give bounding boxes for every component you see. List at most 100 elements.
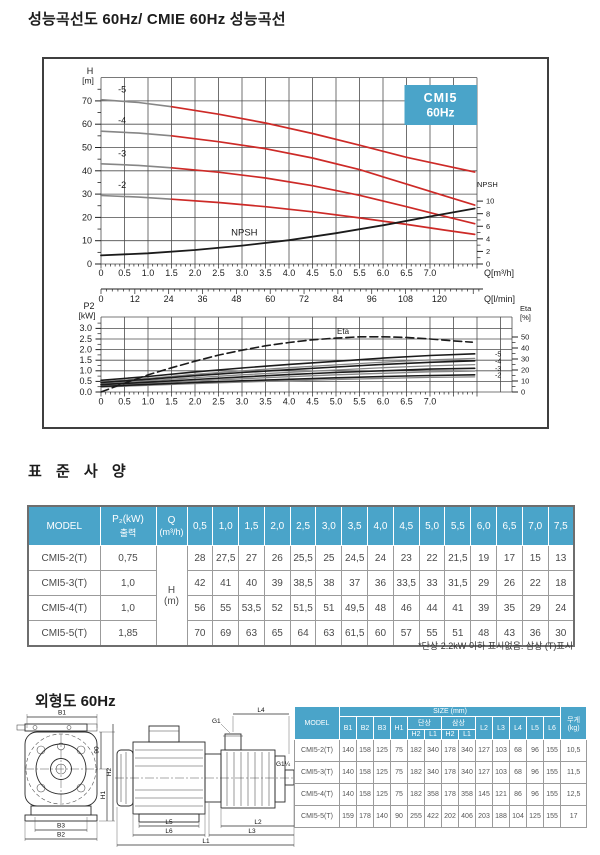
spec-cell-value: 29 xyxy=(521,595,549,621)
q-axis-tick-label: 7.0 xyxy=(424,268,437,278)
size-table-row: CMI5-2(T) 140 158 125 75 182 340 178 340 127 103 68… xyxy=(294,739,588,762)
size-subcol-h2: H2 xyxy=(407,729,425,740)
size-cell-value: 188 xyxy=(492,805,510,828)
p2-tick-label: 0.5 xyxy=(79,376,92,386)
size-col-l5: L5 xyxy=(526,716,544,740)
dim-label-l3: L3 xyxy=(248,828,256,835)
dim-label-b2: B2 xyxy=(57,832,65,839)
size-cell-value: 203 xyxy=(475,805,493,828)
spec-cell-value: 70 xyxy=(186,620,214,647)
size-cell-value: 182 xyxy=(407,739,425,762)
lmin-tick-label: 96 xyxy=(367,294,377,304)
spec-cell-value: 21,5 xyxy=(444,545,472,571)
size-cell-value: 125 xyxy=(373,761,391,784)
power-curve-label: -5 xyxy=(495,351,501,358)
spec-cell-value: 60 xyxy=(367,620,394,647)
pump-front-body xyxy=(16,723,98,822)
size-cell-value: 11,5 xyxy=(560,761,588,784)
head-curve--3 xyxy=(170,166,476,225)
dim-label-h2: H2 xyxy=(106,767,113,776)
size-cell-value: 182 xyxy=(407,761,425,784)
size-cell-value: 155 xyxy=(542,739,562,762)
stage-curve-label: -4 xyxy=(118,116,126,126)
size-subcol-l1: L1 xyxy=(424,729,442,740)
spec-col-flow: 5,5 xyxy=(444,505,472,546)
size-cell-value: 125 xyxy=(373,739,391,762)
npsh-tick-label: 6 xyxy=(486,222,490,231)
spec-tbody: CMI5-2(T) 0,75 H (m) 28 27,5 27 26 25,5 25 24,5 24 2… xyxy=(27,545,575,647)
size-cell-model: CMI5-5(T) xyxy=(294,805,340,828)
h-axis-tick-label: 30 xyxy=(82,189,92,199)
size-cell-value: 340 xyxy=(458,761,476,784)
npsh-tick-label: 2 xyxy=(486,247,490,256)
q2-axis-tick-label: 6.5 xyxy=(400,397,413,407)
lmin-tick-label: 60 xyxy=(265,294,275,304)
size-cell-value: 96 xyxy=(526,739,544,762)
spec-col-power-line1: P₂(kW) xyxy=(112,513,144,525)
size-cell-value: 75 xyxy=(390,761,408,784)
dim-label-b3: B3 xyxy=(57,823,65,830)
spec-cell-model: CMI5-5(T) xyxy=(27,620,101,647)
size-cell-value: 358 xyxy=(424,783,442,806)
spec-cell-value: 63 xyxy=(238,620,265,647)
spec-col-q: Q (m³/h) xyxy=(155,505,188,546)
spec-cell-value: 51,5 xyxy=(289,595,317,621)
q-axis-tick-label: 4.5 xyxy=(306,268,319,278)
power-curve--2 xyxy=(100,373,476,388)
stage-curve-label: -5 xyxy=(118,85,126,95)
outline-section-heading: 외형도 60Hz xyxy=(35,693,116,710)
spec-cell-value: 24,5 xyxy=(341,545,369,571)
q-axis-tick-label: 1.0 xyxy=(142,268,155,278)
spec-cell-value: 31,5 xyxy=(444,570,472,596)
size-cell-value: 422 xyxy=(424,805,442,828)
power-curve-gray--4 xyxy=(100,363,476,385)
npsh-curve xyxy=(100,207,476,257)
q2-axis-tick-label: 4.0 xyxy=(283,397,296,407)
q2-axis-tick-label: 1.5 xyxy=(165,397,178,407)
q-axis-tick-label: 0 xyxy=(98,268,103,278)
power-curve-gray--2 xyxy=(100,376,476,388)
size-cell-value: 17 xyxy=(560,805,588,828)
size-cell-model: CMI5-4(T) xyxy=(294,783,340,806)
spec-cell-value: 17 xyxy=(496,545,523,571)
size-cell-value: 12,5 xyxy=(560,783,588,806)
size-col-weight: 무게 (kg) xyxy=(560,706,588,740)
badge-freq-text: 60Hz xyxy=(426,106,454,120)
spec-col-flow: 5,0 xyxy=(418,505,446,546)
size-tbody: CMI5-2(T) 140 158 125 75 182 340 178 340 127 103 68… xyxy=(294,739,588,828)
spec-cell-value: 25 xyxy=(315,545,343,571)
spec-cell-value: 35 xyxy=(496,595,523,621)
spec-cell-value: 64 xyxy=(289,620,317,647)
spec-cell-value: 56 xyxy=(186,595,214,621)
size-cell-value: 140 xyxy=(373,805,391,828)
eta-curve xyxy=(100,335,474,393)
head-curve-gray--5 xyxy=(100,98,173,108)
spec-cell-power: 0,75 xyxy=(99,545,157,571)
q2-axis-tick-label: 7.0 xyxy=(424,397,437,407)
spec-col-flow: 7,5 xyxy=(547,505,575,546)
q2-axis-tick-label: 2.5 xyxy=(212,397,225,407)
h-axis-tick-label: 40 xyxy=(82,166,92,176)
spec-table-row: CMI5-3(T) 1,0 42 41 40 39 38,5 38 37 36 33,5 33 31,5… xyxy=(27,570,575,596)
size-cell-value: 158 xyxy=(356,761,374,784)
spec-col-flow: 3,0 xyxy=(315,505,343,546)
q-axis-tick-label: 6.0 xyxy=(377,268,390,278)
head-curve-gray--4 xyxy=(100,130,173,137)
spec-cell-value: 69 xyxy=(212,620,240,647)
eta-tick-label: 20 xyxy=(521,366,529,375)
spec-cell-value: 46 xyxy=(392,595,420,621)
spec-col-q-line2: (m³/h) xyxy=(159,527,184,537)
size-cell-value: 178 xyxy=(356,805,374,828)
power-curve-label: -3 xyxy=(495,366,501,373)
size-cell-value: 10,5 xyxy=(560,739,588,762)
spec-col-flow: 3,5 xyxy=(341,505,369,546)
spec-col-power: P₂(kW) 출력 xyxy=(99,505,157,546)
p2-tick-label: 0.0 xyxy=(79,387,92,397)
npsh-tick-label: 10 xyxy=(486,197,494,206)
h-axis-tick-label: 0 xyxy=(87,259,92,269)
spec-cell-value: 41 xyxy=(212,570,240,596)
spec-cell-value: 26 xyxy=(496,570,523,596)
spec-cell-value: 27 xyxy=(238,545,265,571)
spec-cell-value: 27,5 xyxy=(212,545,240,571)
